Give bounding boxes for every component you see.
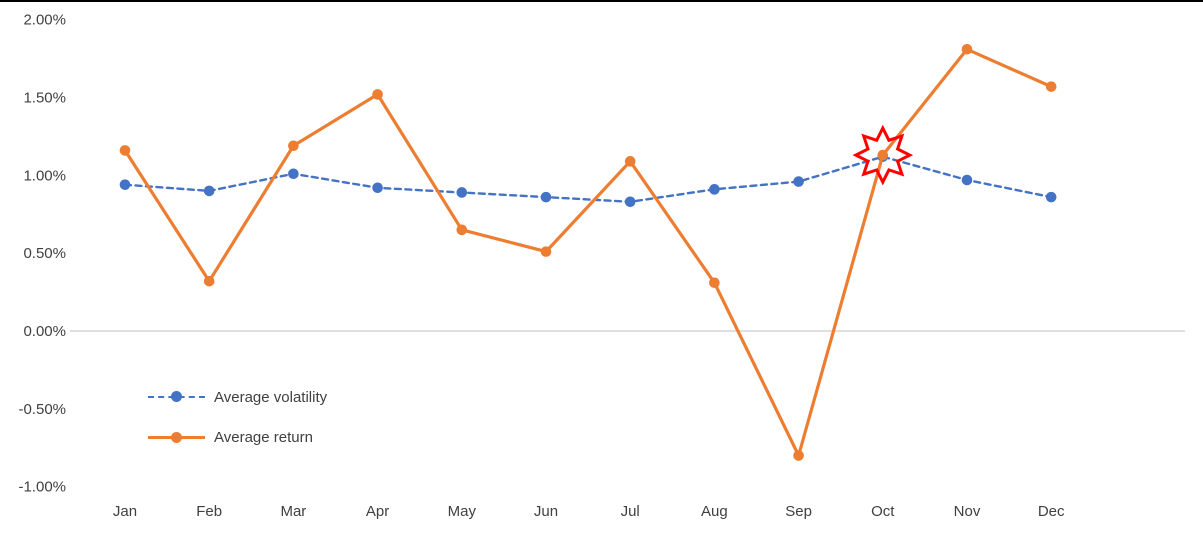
legend-label-volatility: Average volatility bbox=[214, 388, 328, 406]
legend-label-return: Average return bbox=[214, 428, 313, 446]
volatility-marker-icon bbox=[171, 391, 182, 402]
svg-text:Oct: Oct bbox=[871, 503, 895, 520]
svg-text:Jul: Jul bbox=[621, 503, 640, 520]
legend-item-return: Average return bbox=[148, 426, 327, 448]
legend-item-volatility: Average volatility bbox=[148, 386, 327, 408]
svg-text:Jan: Jan bbox=[113, 503, 137, 520]
svg-text:1.00%: 1.00% bbox=[23, 167, 66, 184]
svg-text:Feb: Feb bbox=[196, 503, 222, 520]
svg-text:Nov: Nov bbox=[954, 503, 981, 520]
svg-text:0.50%: 0.50% bbox=[23, 245, 66, 262]
return-line-sample bbox=[148, 431, 205, 443]
chart-legend: Average volatility Average return bbox=[148, 386, 327, 466]
svg-text:0.00%: 0.00% bbox=[23, 323, 66, 340]
svg-text:Sep: Sep bbox=[785, 503, 812, 520]
svg-text:Mar: Mar bbox=[280, 503, 306, 520]
svg-text:-0.50%: -0.50% bbox=[18, 401, 66, 418]
svg-text:Apr: Apr bbox=[366, 503, 389, 520]
svg-text:May: May bbox=[448, 503, 477, 520]
top-border bbox=[0, 0, 1203, 2]
volatility-line-sample bbox=[148, 391, 205, 402]
svg-text:2.00%: 2.00% bbox=[23, 12, 66, 29]
svg-text:-1.00%: -1.00% bbox=[18, 479, 66, 496]
svg-text:Jun: Jun bbox=[534, 503, 558, 520]
svg-text:1.50%: 1.50% bbox=[23, 90, 66, 107]
svg-text:Dec: Dec bbox=[1038, 503, 1065, 520]
return-marker-icon bbox=[171, 431, 182, 443]
svg-text:Aug: Aug bbox=[701, 503, 728, 520]
